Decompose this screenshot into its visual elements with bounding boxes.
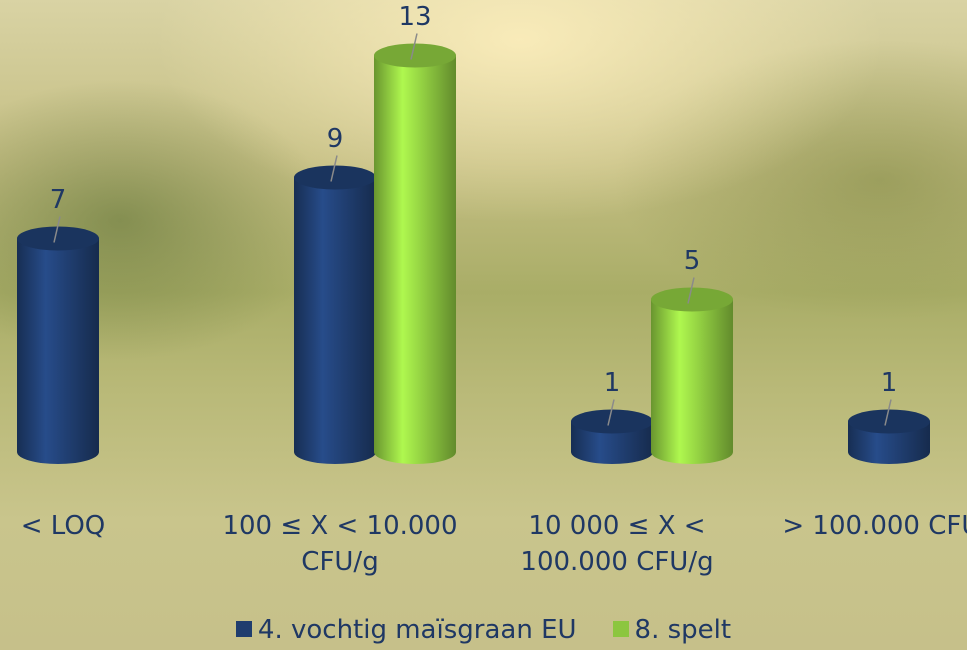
bar (17, 239, 99, 464)
x-tick-label: 100 ≤ X < 10.000 CFU/g (205, 508, 475, 580)
data-label: 7 (50, 185, 67, 215)
data-label: 1 (881, 368, 898, 398)
bar (374, 56, 456, 465)
x-tick-label: 10 000 ≤ X < 100.000 CFU/g (482, 508, 752, 580)
legend-item: 8. spelt (613, 615, 732, 645)
data-label: 1 (604, 368, 621, 398)
chart: 7911135 4. vochtig maïsgraan EU8. spelt … (0, 0, 967, 650)
bar (294, 178, 376, 465)
legend-label: 4. vochtig maïsgraan EU (258, 615, 577, 645)
data-label: 13 (398, 2, 431, 32)
legend-item: 4. vochtig maïsgraan EU (236, 615, 577, 645)
bar-top (571, 410, 653, 434)
bar-top (651, 288, 733, 312)
data-label: 5 (684, 246, 701, 276)
bar-top (17, 227, 99, 251)
legend: 4. vochtig maïsgraan EU 8. spelt (0, 615, 967, 645)
x-tick-label: > 100.000 CFU/g (759, 508, 967, 544)
bar-top (294, 166, 376, 190)
bar-top (374, 44, 456, 68)
x-tick-label: < LOQ (0, 508, 198, 544)
bar (651, 300, 733, 465)
legend-label: 8. spelt (635, 615, 732, 645)
legend-swatch (613, 621, 629, 637)
data-label: 9 (327, 124, 344, 154)
legend-swatch (236, 621, 252, 637)
bar-top (848, 410, 930, 434)
